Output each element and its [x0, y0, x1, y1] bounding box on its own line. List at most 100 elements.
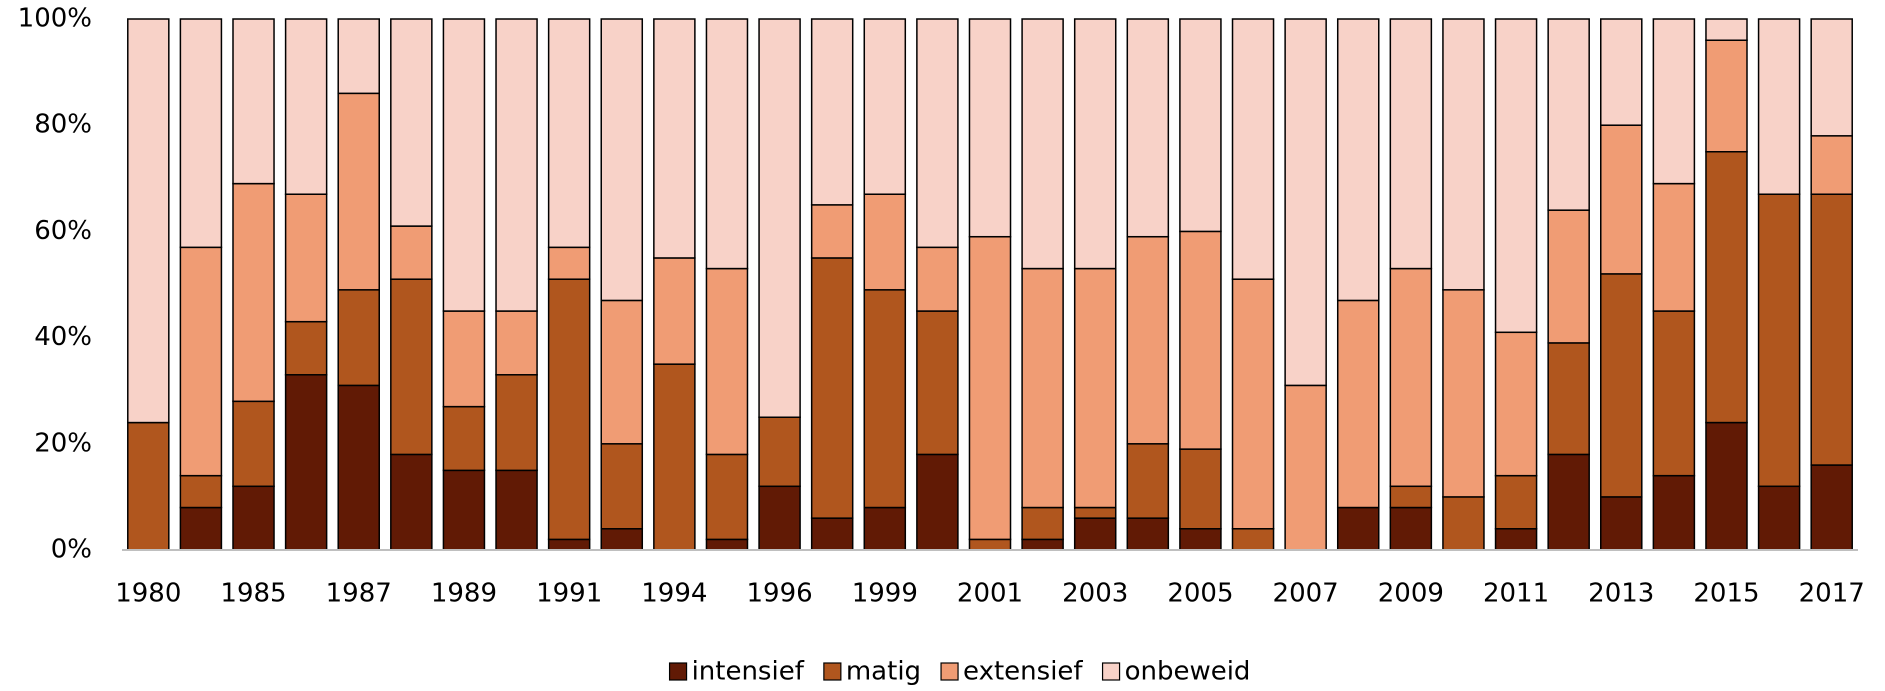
- bar-segment: [179, 18, 223, 249]
- x-tick-label: 2013: [1588, 579, 1654, 609]
- bar-segment: [1442, 289, 1485, 498]
- bar-segment: [600, 443, 644, 530]
- bar-segment: [1389, 506, 1433, 551]
- bar-segment: [337, 289, 380, 387]
- bar-segment: [1547, 18, 1590, 211]
- bar-segment: [337, 92, 380, 291]
- bar-segment: [653, 18, 696, 259]
- bar-segment: [1126, 235, 1170, 445]
- bar-segment: [1231, 278, 1275, 530]
- bar-segment: [1179, 18, 1222, 233]
- bar-segment: [1547, 342, 1590, 456]
- x-tick-label: 1999: [852, 579, 918, 609]
- bar-segment: [1810, 193, 1853, 466]
- bar-segment: [863, 193, 907, 291]
- bar-segment: [916, 310, 959, 456]
- bar-segment: [495, 310, 538, 376]
- y-tick-label: 20%: [34, 428, 92, 458]
- bar-segment: [1336, 299, 1380, 509]
- bar-segment: [968, 235, 1012, 541]
- bar-segment: [442, 310, 486, 408]
- bar-segment: [1179, 528, 1222, 551]
- x-tick-label: 2007: [1273, 579, 1339, 609]
- bar-segment: [442, 18, 486, 312]
- bar-segment: [390, 453, 433, 551]
- legend-swatch: [940, 662, 959, 681]
- bar-segment: [127, 18, 170, 424]
- bar-segment: [1021, 506, 1064, 541]
- bar-segment: [1705, 18, 1748, 41]
- y-tick-label: 80%: [34, 110, 92, 140]
- bar-segment: [1231, 528, 1275, 551]
- x-tick-label: 1996: [746, 579, 812, 609]
- bar-segment: [1442, 18, 1485, 291]
- bar-segment: [1652, 182, 1696, 312]
- bar-segment: [1284, 18, 1327, 387]
- legend-swatch: [823, 662, 842, 681]
- bar-segment: [547, 538, 591, 551]
- legend-swatch: [668, 662, 688, 681]
- bar-segment: [810, 204, 854, 259]
- bar-segment: [968, 18, 1012, 238]
- bar-segment: [1652, 474, 1696, 551]
- bar-segment: [1810, 18, 1853, 137]
- x-tick-label: 1991: [536, 579, 602, 609]
- bar-segment: [1336, 506, 1380, 551]
- bar-segment: [284, 374, 328, 551]
- bar-segment: [1073, 267, 1117, 509]
- bar-segment: [284, 193, 328, 323]
- bar-segment: [1494, 18, 1538, 334]
- bar-segment: [1073, 517, 1117, 551]
- legend-item: onbeweid: [1101, 657, 1251, 687]
- x-tick-label: 1987: [326, 579, 392, 609]
- bar-segment: [758, 485, 801, 551]
- bar-segment: [1442, 496, 1485, 551]
- bar-segment: [968, 538, 1012, 551]
- y-tick-label: 40%: [34, 322, 92, 352]
- bar-segment: [1284, 384, 1327, 551]
- bar-segment: [232, 400, 275, 488]
- bar-segment: [653, 257, 696, 365]
- bar-segment: [179, 506, 223, 551]
- bar-segment: [127, 421, 170, 551]
- bar-segment: [916, 246, 959, 312]
- legend-label: matig: [846, 657, 921, 687]
- bar-segment: [442, 405, 486, 472]
- bar-segment: [1389, 267, 1433, 488]
- bar-segment: [600, 528, 644, 551]
- bar-segment: [495, 469, 538, 551]
- bar-segment: [705, 18, 749, 270]
- bar-segment: [1494, 528, 1538, 551]
- bar-segment: [1179, 230, 1222, 450]
- bar-segment: [1810, 135, 1853, 195]
- x-tick-label: 2015: [1693, 579, 1759, 609]
- bar-segment: [1494, 331, 1538, 477]
- bar-segment: [1652, 310, 1696, 477]
- bar-segment: [232, 485, 275, 551]
- bar-segment: [1705, 39, 1748, 153]
- bar-segment: [547, 278, 591, 541]
- bar-segment: [653, 363, 696, 551]
- bar-segment: [1757, 193, 1801, 488]
- bar-segment: [705, 267, 749, 456]
- bar-segment: [1494, 474, 1538, 530]
- bar-segment: [284, 320, 328, 376]
- x-tick-label: 2017: [1799, 579, 1865, 609]
- y-tick-label: 60%: [34, 216, 92, 246]
- bar-segment: [1179, 448, 1222, 530]
- legend-label: onbeweid: [1125, 657, 1251, 687]
- bar-segment: [705, 453, 749, 541]
- bar-segment: [810, 18, 854, 206]
- bar-segment: [179, 246, 223, 477]
- x-tick-label: 2009: [1378, 579, 1444, 609]
- bar-segment: [1810, 464, 1853, 551]
- bar-segment: [1126, 443, 1170, 519]
- bar-segment: [547, 246, 591, 280]
- x-tick-label: 2003: [1062, 579, 1128, 609]
- bar-segment: [863, 506, 907, 551]
- bar-segment: [1705, 151, 1748, 424]
- bar-segment: [1600, 18, 1643, 126]
- bar-segment: [863, 18, 907, 195]
